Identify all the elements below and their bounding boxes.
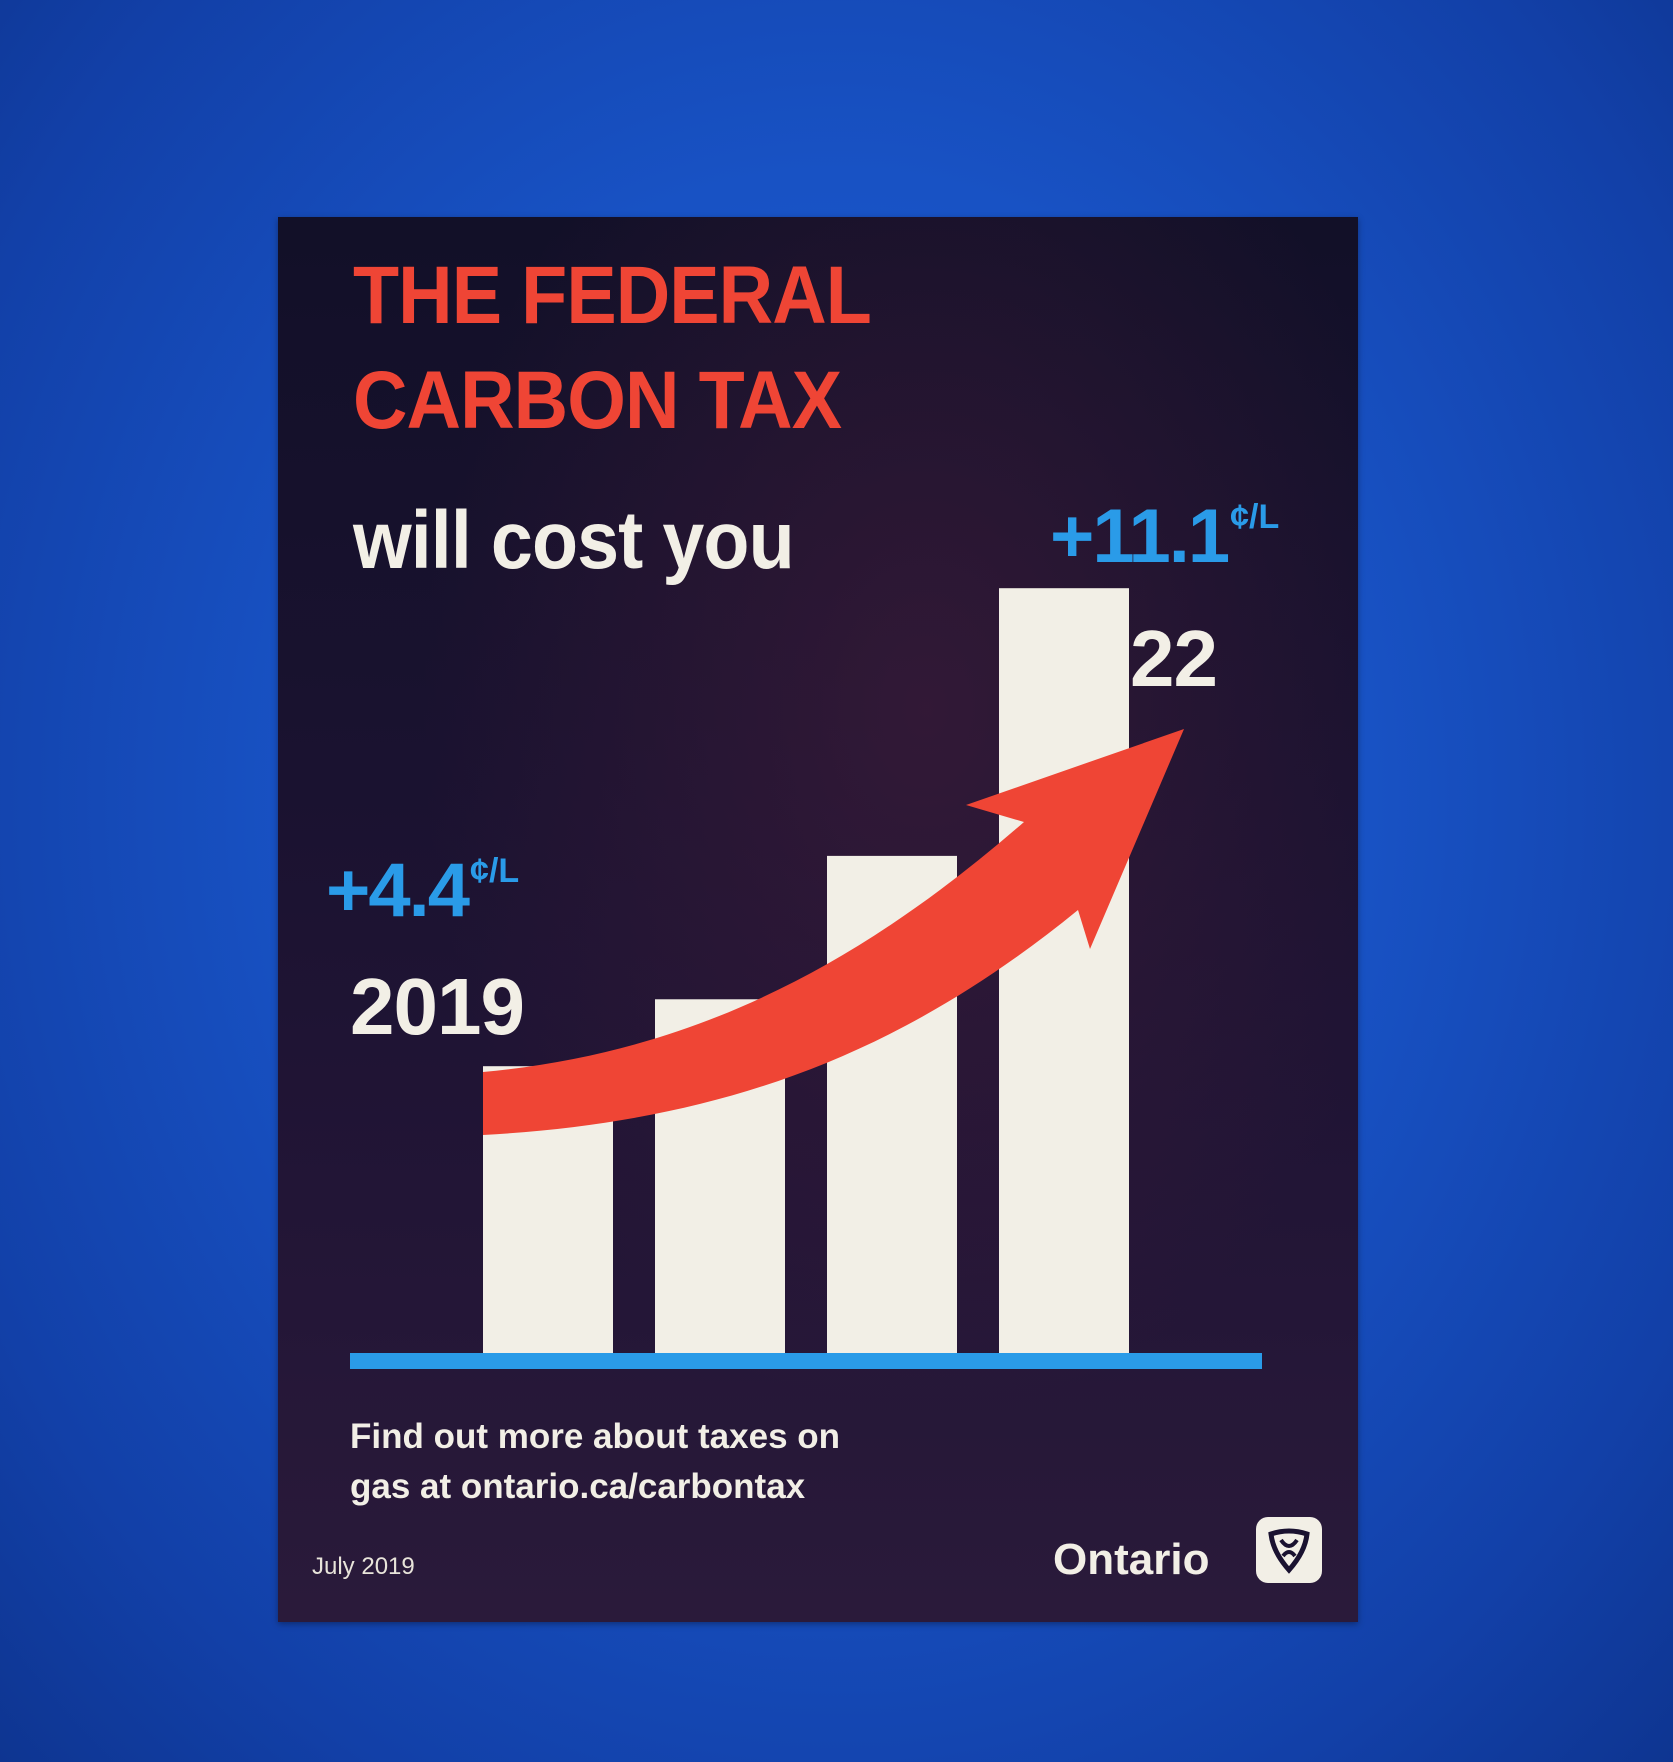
brand-name: Ontario (1053, 1535, 1210, 1584)
chart-baseline (350, 1353, 1262, 1369)
headline-line-3: will cost you (353, 495, 795, 586)
end-amount: +11.1 (1050, 494, 1230, 579)
bars-group (483, 588, 1129, 1353)
footer-line-1: Find out more about taxes on (350, 1417, 841, 1456)
headline-line-1: THE FEDERAL (353, 250, 872, 341)
headline-line-2: CARBON TAX (353, 355, 842, 446)
footer-line-2: gas at ontario.ca/carbontax (350, 1467, 806, 1506)
start-unit: ¢/L (470, 852, 520, 890)
start-year: 2019 (350, 962, 525, 1051)
start-amount: +4.4 (326, 848, 470, 933)
date-label: July 2019 (312, 1553, 415, 1580)
bar-4 (999, 588, 1129, 1353)
bar-chart (350, 588, 1262, 1369)
end-unit: ¢/L (1230, 498, 1280, 536)
start-value: +4.4¢/L (326, 853, 519, 929)
trillium-logo-icon (1256, 1517, 1322, 1583)
poster: THE FEDERAL CARBON TAX will cost you +11… (278, 217, 1358, 1622)
trend-arrow-icon (483, 729, 1184, 1135)
footer-text: Find out more about taxes on gas at onta… (350, 1412, 990, 1512)
end-value: +11.1¢/L (1050, 499, 1279, 575)
